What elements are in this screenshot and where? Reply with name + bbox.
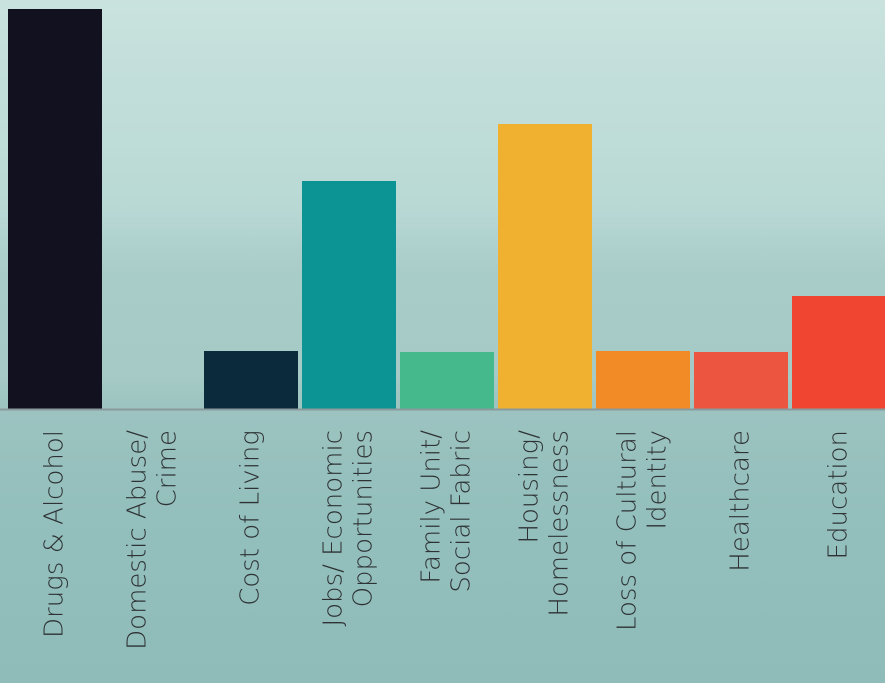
x-tick-label: Identity [643, 430, 673, 530]
x-tick-label: Healthcare [726, 430, 756, 572]
x-tick-label: Jobs/ Economic [319, 430, 349, 627]
x-tick-label: Drugs & Alcohol [40, 430, 70, 638]
x-tick-label: Opportunities [349, 430, 379, 607]
bar [596, 351, 690, 409]
bar [498, 124, 592, 409]
x-tick-label: Housing/ [515, 430, 545, 544]
bar [302, 181, 396, 409]
bar [694, 352, 788, 409]
x-tick-label: Cost of Living [236, 430, 266, 606]
x-tick-label: Crime [153, 430, 183, 507]
bar [204, 351, 298, 409]
x-tick-label: Family Unit/ [417, 430, 447, 584]
bar [400, 352, 494, 409]
bar [792, 296, 885, 409]
x-tick-label: Loss of Cultural [613, 430, 643, 631]
x-tick-label: Domestic Abuse/ [123, 430, 153, 650]
x-tick-label: Social Fabric [447, 430, 477, 593]
bar [8, 9, 102, 409]
x-tick-label: Homelessness [545, 430, 575, 617]
x-tick-label: Education [824, 430, 854, 559]
